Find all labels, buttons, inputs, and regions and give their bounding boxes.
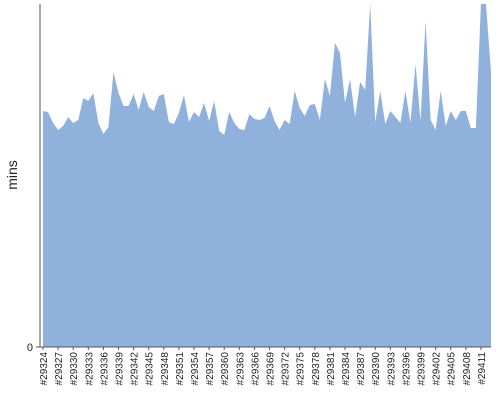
- y-tick-label: 0: [27, 342, 33, 354]
- x-tick-label: #29342: [130, 352, 141, 386]
- x-tick-label: #29402: [432, 352, 443, 386]
- area: [43, 4, 491, 347]
- x-tick-label: #29360: [220, 352, 231, 386]
- y-axis-label: mins: [4, 160, 20, 190]
- x-tick-label: #29345: [145, 352, 156, 386]
- x-tick-label: #29393: [386, 352, 397, 386]
- x-tick-label: #29411: [477, 352, 488, 385]
- x-tick-label: #29363: [235, 352, 246, 386]
- x-tick-label: #29396: [401, 352, 412, 386]
- x-tick-label: #29369: [266, 352, 277, 386]
- x-tick-label: #29330: [69, 352, 80, 386]
- x-tick-label: #29366: [250, 352, 261, 386]
- x-tick-label: #29339: [115, 352, 126, 386]
- x-tick-label: #29372: [281, 352, 292, 386]
- x-tick-label: #29357: [205, 352, 216, 386]
- x-tick-label: #29354: [190, 352, 201, 386]
- x-tick-label: #29375: [296, 352, 307, 386]
- x-tick-label: #29378: [311, 352, 322, 386]
- x-tick-label: #29324: [39, 352, 50, 386]
- x-tick-label: #29333: [84, 352, 95, 386]
- x-tick-label: #29351: [175, 352, 186, 386]
- x-tick-label: #29336: [99, 352, 110, 386]
- x-tick-label: #29387: [356, 352, 367, 386]
- x-tick-label: #29405: [447, 352, 458, 386]
- x-tick-label: #29348: [160, 352, 171, 386]
- x-tick-label: #29327: [54, 352, 65, 386]
- x-tick-label: #29381: [326, 352, 337, 386]
- x-tick-label: #29408: [462, 352, 473, 386]
- x-tick-label: #29384: [341, 352, 352, 386]
- x-tick-label: #29390: [371, 352, 382, 386]
- x-tick-label: #29399: [417, 352, 428, 386]
